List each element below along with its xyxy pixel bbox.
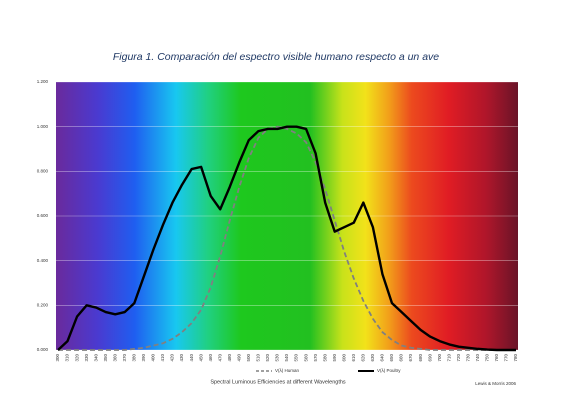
x-tick-label: 710 — [446, 354, 451, 362]
x-tick-label: 730 — [465, 354, 470, 362]
y-tick-label: 0.800 — [37, 169, 49, 174]
x-tick-label: 370 — [122, 354, 127, 362]
x-tick-label: 670 — [408, 354, 413, 362]
x-tick-label: 510 — [256, 354, 261, 362]
y-tick-label: 0.200 — [37, 303, 49, 308]
series-line — [58, 125, 516, 351]
x-tick-label: 530 — [275, 354, 280, 362]
x-tick-label: 320 — [74, 354, 79, 362]
source-note: Lewis & Morris 2006 — [475, 381, 516, 386]
x-tick-label: 420 — [170, 354, 175, 362]
y-tick-label: 0.000 — [37, 347, 49, 352]
x-axis-title: Spectral Luminous Efficiencies at differ… — [210, 379, 346, 385]
x-tick-label: 400 — [151, 354, 156, 362]
x-tick-label: 550 — [294, 354, 299, 362]
x-tick-label: 750 — [485, 354, 490, 362]
x-tick-label: 410 — [160, 354, 165, 362]
x-tick-label: 390 — [141, 354, 146, 362]
legend-label: V(λ) Human — [275, 368, 300, 373]
y-tick-label: 0.400 — [37, 258, 49, 263]
x-tick-label: 330 — [84, 354, 89, 362]
x-tick-label: 700 — [437, 354, 442, 362]
x-tick-label: 360 — [112, 354, 117, 362]
x-tick-label: 570 — [313, 354, 318, 362]
series-line — [57, 125, 516, 352]
x-tick-label: 480 — [227, 354, 232, 362]
x-tick-label: 580 — [322, 354, 327, 362]
x-tick-label: 430 — [179, 354, 184, 362]
x-tick-label: 380 — [132, 354, 137, 362]
x-tick-label: 630 — [370, 354, 375, 362]
x-tick-label: 740 — [475, 354, 480, 362]
x-tick-label: 300 — [55, 354, 60, 362]
x-tick-label: 560 — [303, 354, 308, 362]
x-tick-label: 780 — [513, 354, 518, 362]
x-tick-label: 310 — [65, 354, 70, 362]
y-tick-label: 1.000 — [37, 124, 49, 129]
x-tick-label: 720 — [456, 354, 461, 362]
legend-label: V(λ) Poultry — [377, 368, 401, 373]
x-tick-label: 490 — [236, 354, 241, 362]
x-tick-label: 500 — [246, 354, 251, 362]
y-tick-label: 0.600 — [37, 213, 49, 218]
x-tick-label: 660 — [399, 354, 404, 362]
x-tick-label: 690 — [427, 354, 432, 362]
x-tick-label: 680 — [418, 354, 423, 362]
x-tick-label: 770 — [504, 354, 509, 362]
caption: Figura 1. Comparación del espectro visib… — [113, 51, 439, 63]
x-tick-label: 460 — [208, 354, 213, 362]
x-tick-label: 520 — [265, 354, 270, 362]
x-tick-label: 450 — [198, 354, 203, 362]
x-tick-label: 470 — [217, 354, 222, 362]
x-tick-label: 760 — [494, 354, 499, 362]
x-tick-label: 650 — [389, 354, 394, 362]
x-tick-label: 590 — [332, 354, 337, 362]
x-tick-label: 440 — [189, 354, 194, 362]
x-tick-label: 620 — [361, 354, 366, 362]
x-tick-label: 350 — [103, 354, 108, 362]
x-tick-label: 340 — [93, 354, 98, 362]
y-tick-label: 1.200 — [37, 79, 49, 84]
x-tick-label: 540 — [284, 354, 289, 362]
x-tick-label: 610 — [351, 354, 356, 362]
x-tick-label: 600 — [341, 354, 346, 362]
x-tick-label: 640 — [380, 354, 385, 362]
